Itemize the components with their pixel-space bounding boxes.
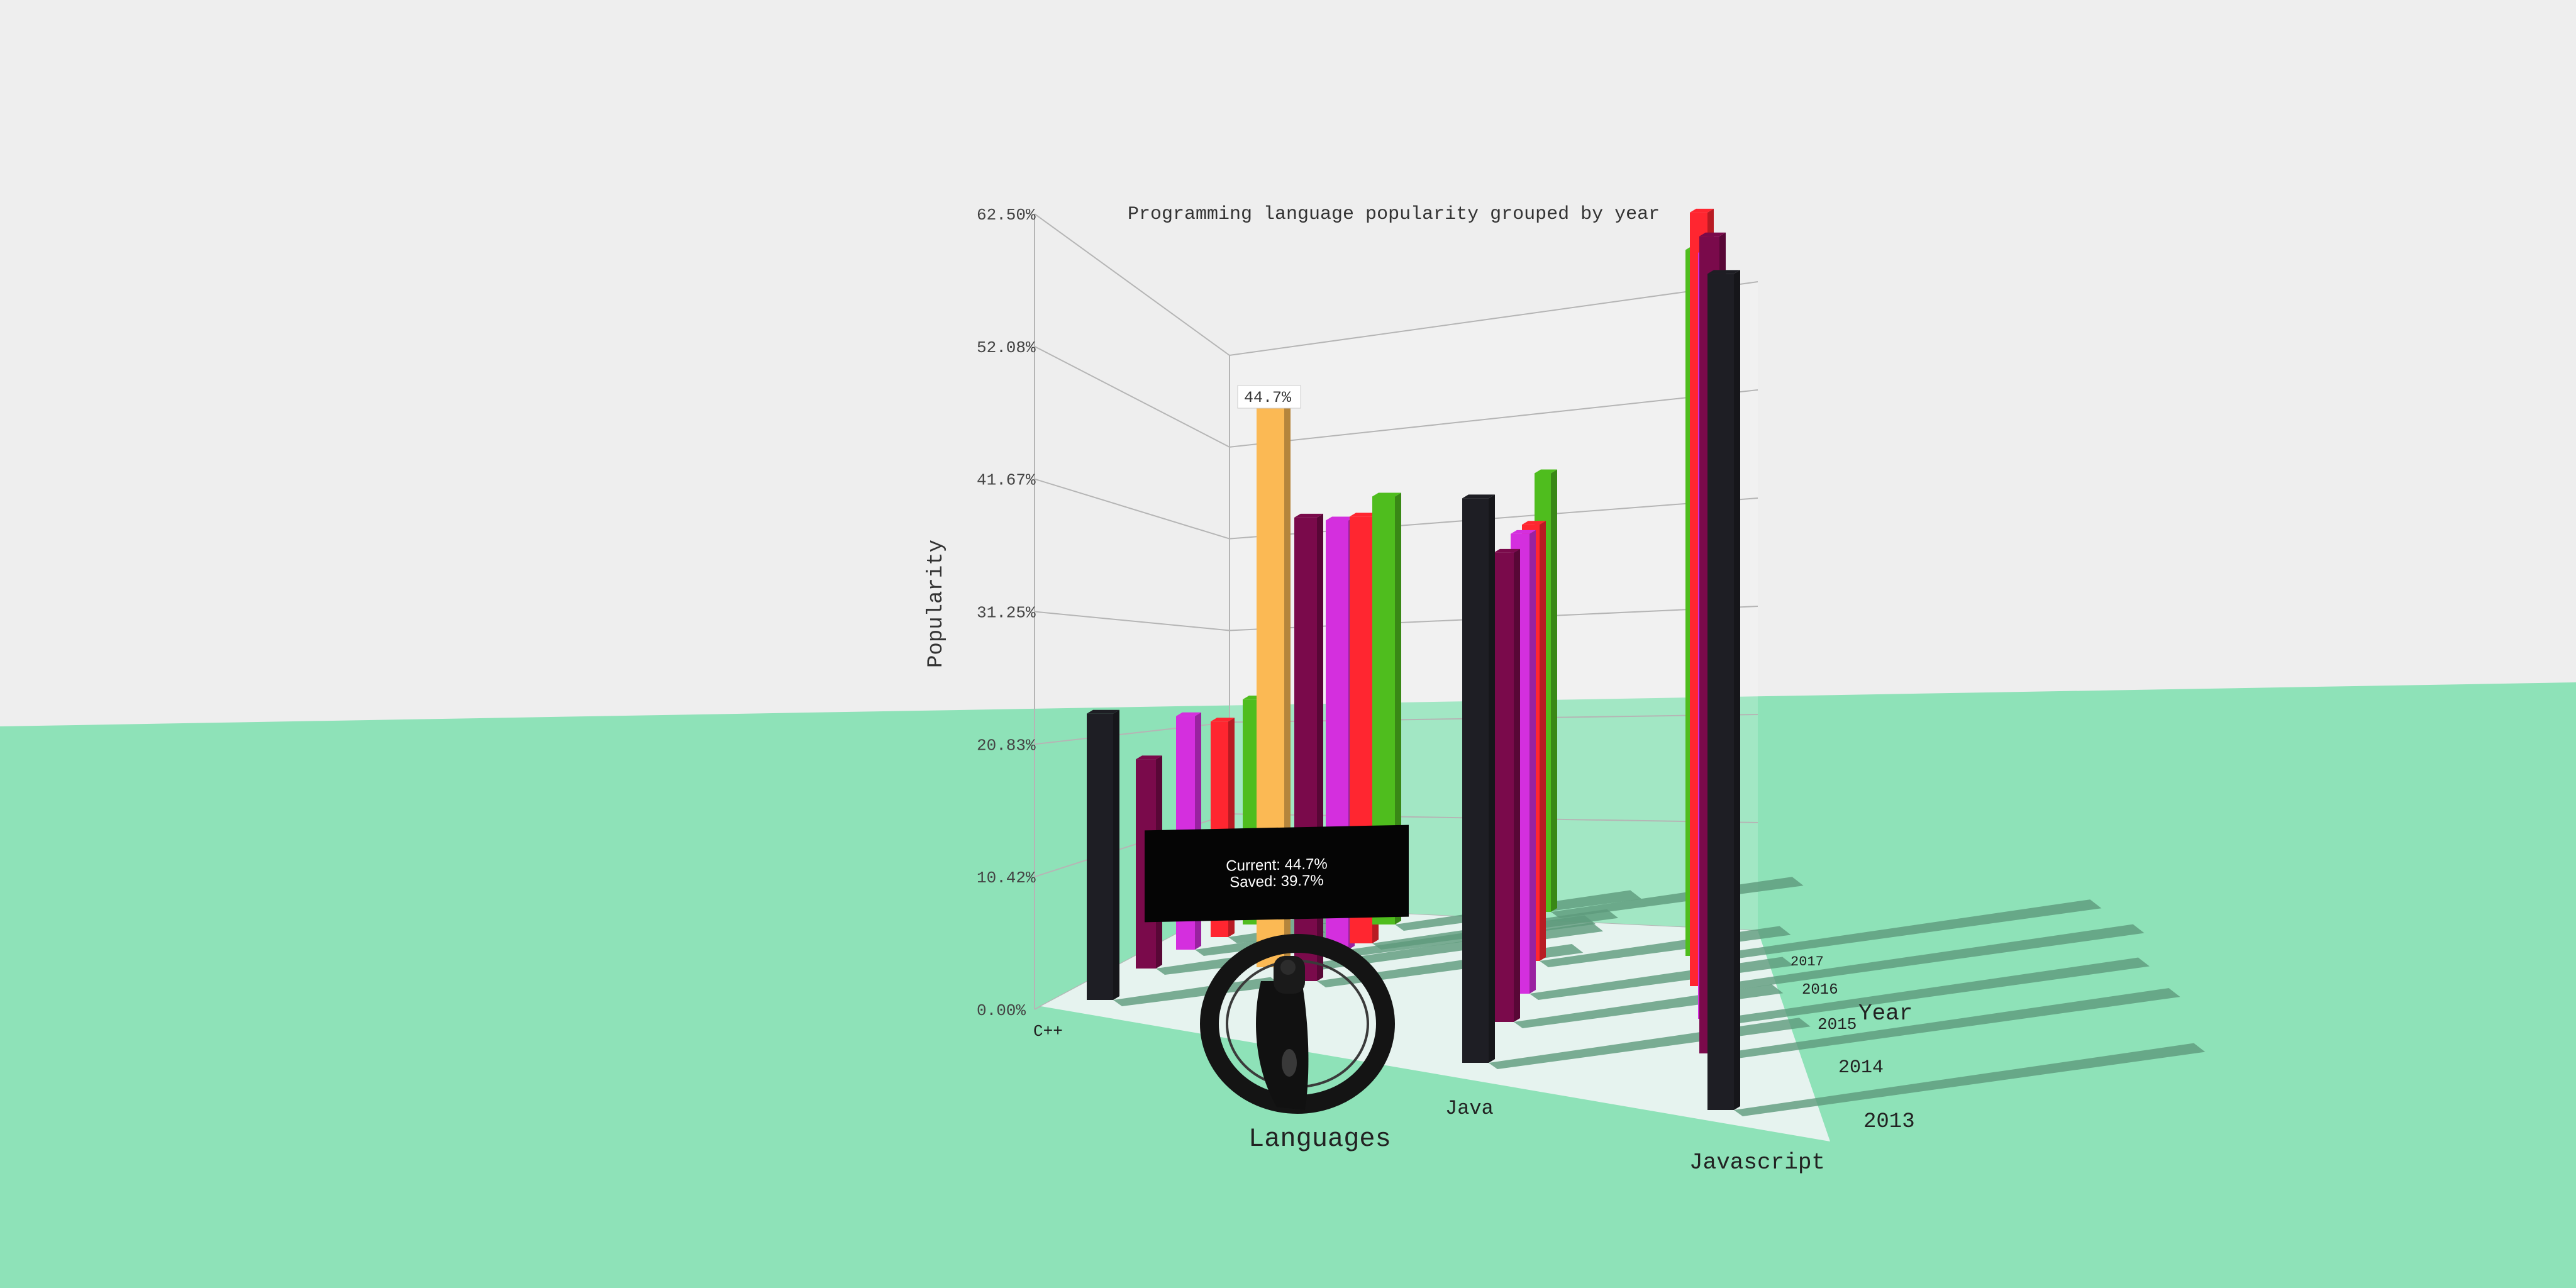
x-axis-categories: C++ Java Javascript <box>1033 1022 1825 1175</box>
z-axis-label: Year <box>1858 1001 1913 1026</box>
x-category-label: C++ <box>1033 1022 1063 1041</box>
bar-java-2013[interactable] <box>1462 494 1495 1063</box>
bar-java-2014-top <box>1494 548 1520 553</box>
bar-c-2013-front <box>1087 713 1113 1000</box>
bar-java-2014-side <box>1514 548 1520 1022</box>
bar-java-2015-top <box>1511 530 1536 534</box>
bar-c-2013-shadow <box>1113 977 1282 1006</box>
bar-c-2013-top <box>1087 709 1119 714</box>
bar-extra-3-top <box>1350 513 1379 517</box>
bar-javascript-2013-top <box>1707 270 1740 274</box>
bar-java-2013-top <box>1462 494 1495 499</box>
bar-extra-2-top <box>1326 516 1355 521</box>
bar-javascript-2013[interactable] <box>1707 270 1740 1111</box>
bar-java-2014-front <box>1494 552 1514 1022</box>
x-category-label: Java <box>1445 1097 1494 1120</box>
highlight-label: 44.7% <box>1244 389 1292 407</box>
y-tick-label: 52.08% <box>977 338 1036 357</box>
y-tick-label: 10.42% <box>977 869 1036 887</box>
bar-c-2013-side <box>1113 709 1119 1000</box>
tooltip: Current: 44.7% Saved: 39.7% <box>1145 824 1409 923</box>
bar-javascript-2014-shadow <box>1719 988 2180 1060</box>
z-year-label: 2015 <box>1818 1015 1857 1034</box>
bar-extra-4-top <box>1372 492 1401 497</box>
vr-controller-icon <box>1200 934 1395 1114</box>
x-axis-label: Languages <box>1248 1124 1391 1154</box>
y-tick-label: 0.00% <box>977 1001 1026 1020</box>
bar-javascript-2014-top <box>1699 232 1726 236</box>
x-category-label: Javascript <box>1689 1150 1825 1175</box>
bar-java-2017-top <box>1535 469 1557 474</box>
bar-c-2013[interactable] <box>1087 709 1119 1000</box>
tooltip-saved: Saved: 39.7% <box>1230 872 1324 891</box>
z-year-label: 2017 <box>1790 954 1824 970</box>
z-axis-years: 2013 2014 2015 2016 2017 <box>1790 954 1915 1134</box>
bar-javascript-2016-shadow <box>1707 924 2145 992</box>
bar-highlight-side <box>1284 404 1291 967</box>
bar-java-2015-side <box>1530 530 1536 994</box>
bar-java-2013-front <box>1462 498 1489 1063</box>
bar-c-2014-top <box>1136 755 1162 760</box>
bar-java-2016-top <box>1522 521 1546 525</box>
bar-javascript-2013-side <box>1734 270 1740 1111</box>
bar-java-2013-side <box>1489 494 1495 1063</box>
chart-title: Programming language popularity grouped … <box>1128 204 1660 225</box>
bar-extra-4-side <box>1395 492 1401 924</box>
bar-javascript-2013-shadow <box>1734 1043 2206 1116</box>
bar-javascript-2017-shadow <box>1702 899 2102 962</box>
y-tick-label: 41.67% <box>977 471 1036 490</box>
z-year-label: 2014 <box>1838 1057 1884 1079</box>
bar-c-2015-top <box>1176 712 1201 716</box>
bar-c-2016-top <box>1211 718 1235 722</box>
bar-java-2014[interactable] <box>1494 548 1520 1022</box>
bar-java-2017-side <box>1551 469 1557 912</box>
bar-extra-1-top <box>1294 513 1323 518</box>
z-year-label: 2016 <box>1802 982 1838 999</box>
bar-javascript-2015-shadow <box>1717 957 2150 1025</box>
y-tick-label: 20.83% <box>977 736 1036 755</box>
bar-java-2017-shadow <box>1551 877 1804 918</box>
bar-javascript-2016-top <box>1690 208 1714 213</box>
bar-java-2016-side <box>1540 521 1546 961</box>
highlight-label-box <box>1237 385 1301 409</box>
y-tick-label: 31.25% <box>977 604 1036 623</box>
bar-javascript-2013-front <box>1707 274 1734 1111</box>
y-tick-label: 62.50% <box>977 206 1036 225</box>
z-year-label: 2013 <box>1863 1110 1915 1134</box>
y-axis-ticks: 0.00% 10.42% 20.83% 31.25% 41.67% 52.08% 62.50… <box>977 206 1036 1020</box>
y-axis-label: Popularity <box>924 540 948 668</box>
